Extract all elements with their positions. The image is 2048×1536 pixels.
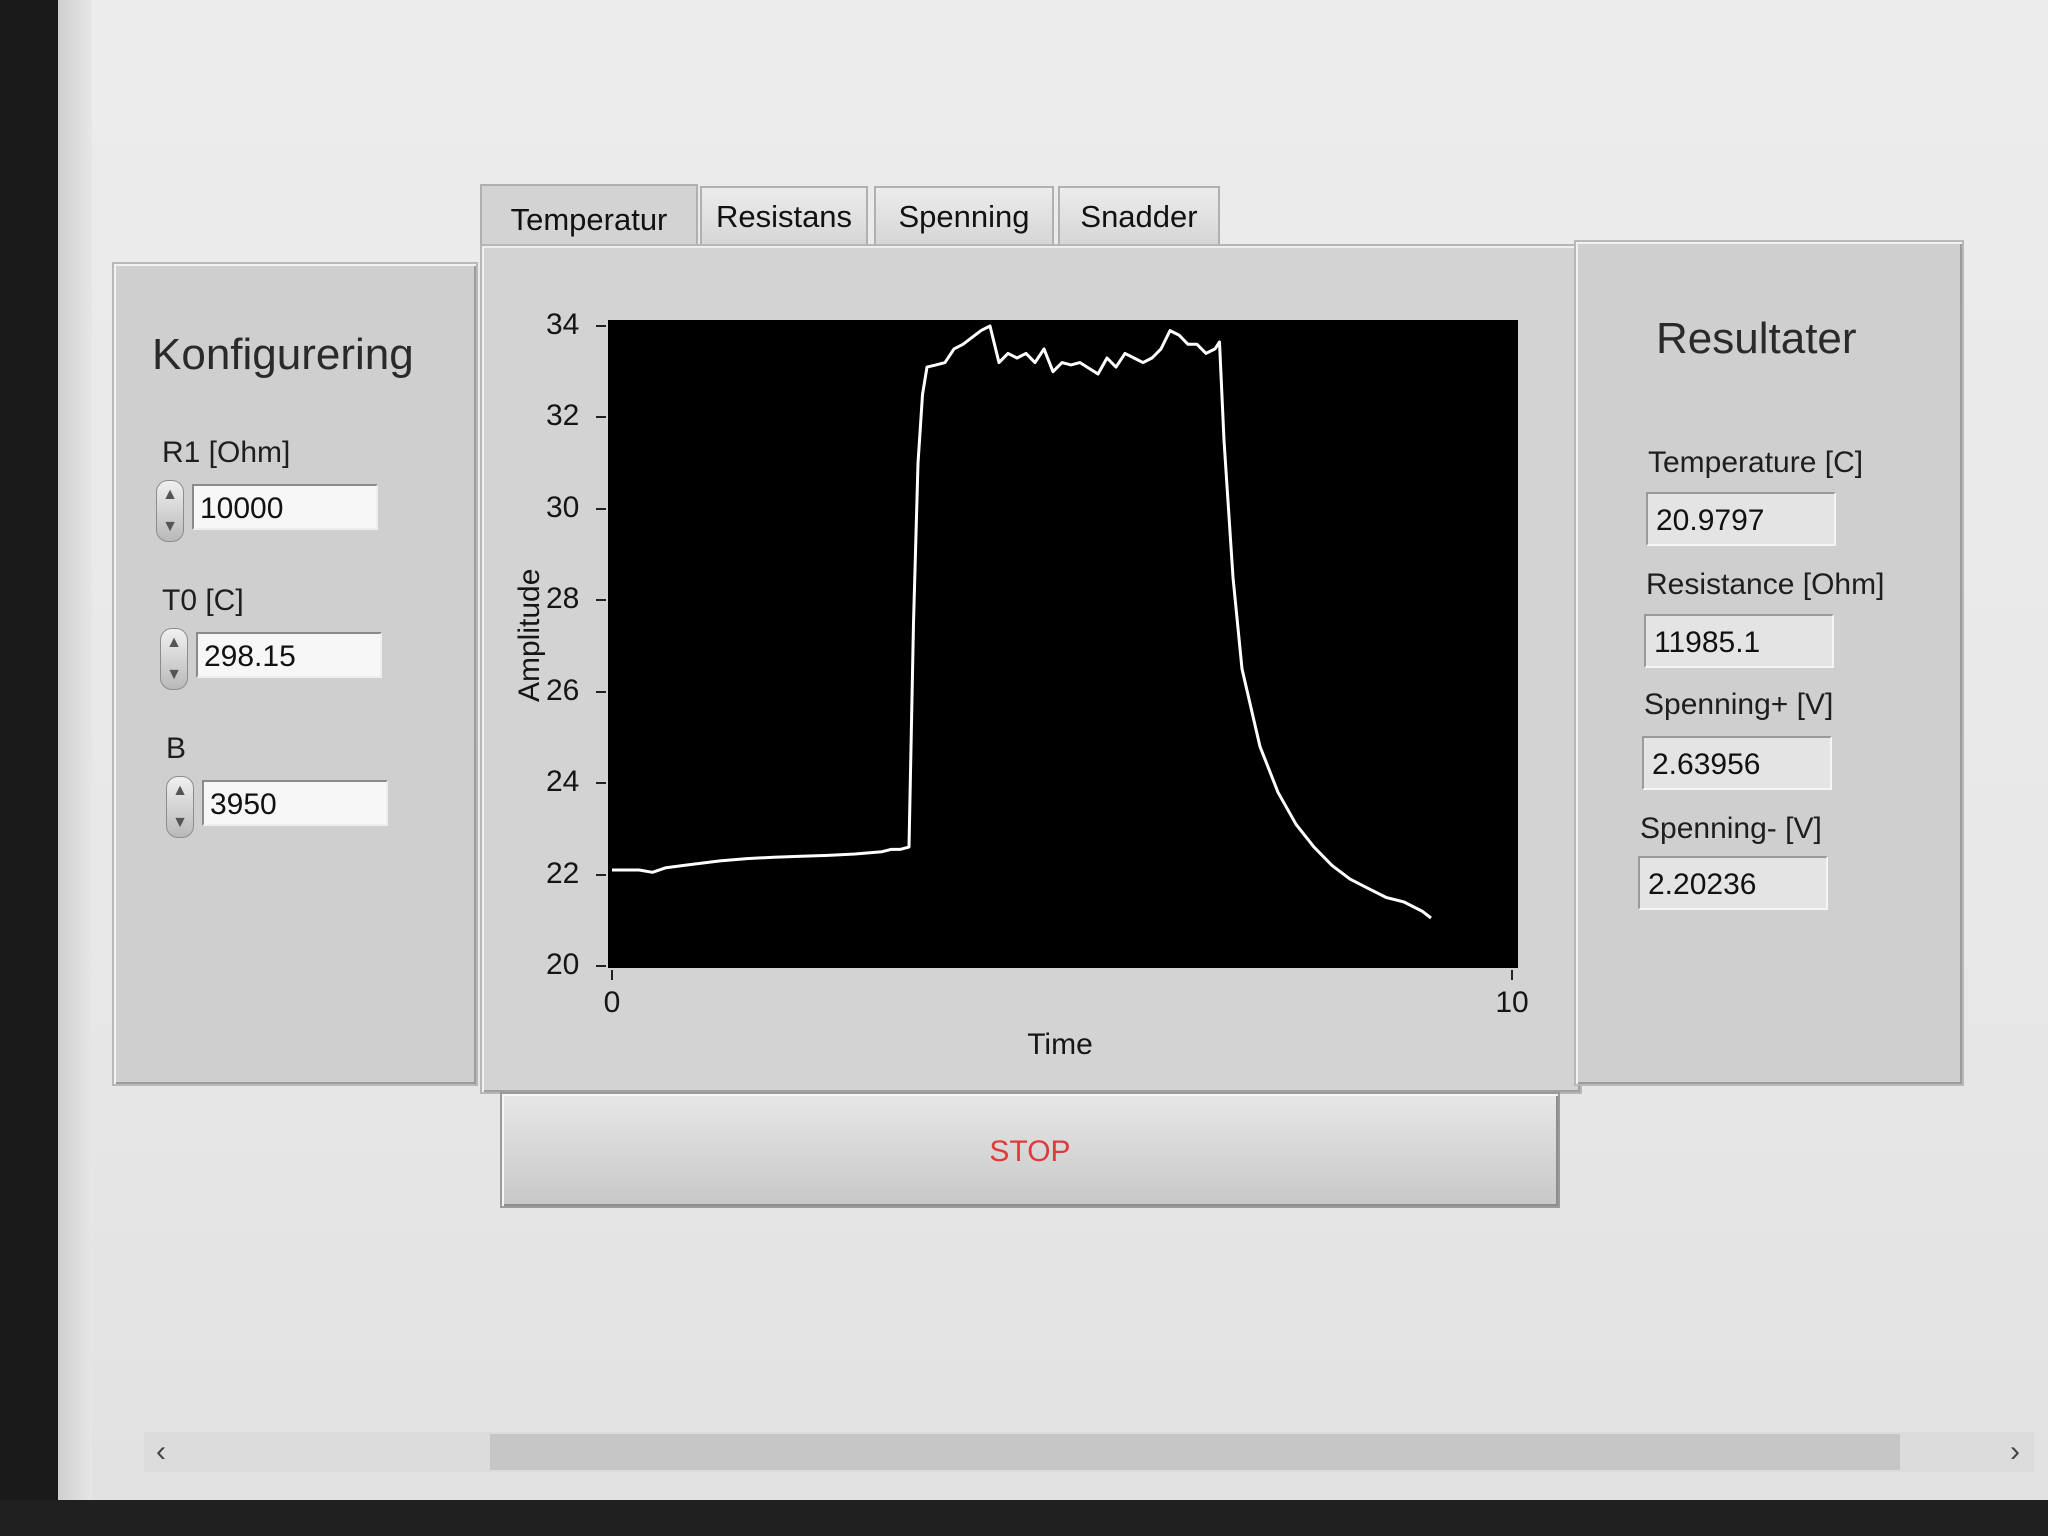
scrollbar-thumb[interactable]	[490, 1434, 1900, 1470]
spenning-minus-label: Spenning- [V]	[1640, 812, 1822, 845]
tab-resistans[interactable]: Resistans	[700, 186, 868, 244]
window-left-edge	[58, 0, 92, 1500]
r1-spinner[interactable]: ▲ ▼	[156, 480, 184, 542]
x-tick-label: 0	[603, 986, 621, 1019]
temperature-label: Temperature [C]	[1648, 446, 1864, 479]
horizontal-scrollbar[interactable]: ‹ ›	[144, 1432, 2034, 1472]
spenning-plus-label: Spenning+ [V]	[1644, 688, 1834, 721]
y-tick-mark	[596, 416, 606, 419]
waveform-chart-plot	[608, 320, 1518, 968]
x-axis-label: Time	[1027, 1028, 1093, 1061]
t0-spinner[interactable]: ▲ ▼	[160, 628, 188, 690]
r1-input[interactable]: 10000	[192, 484, 378, 530]
chart-svg	[612, 324, 1432, 920]
tab-snadder[interactable]: Snadder	[1058, 186, 1220, 244]
temperature-indicator: 20.9797	[1646, 492, 1836, 546]
stop-button[interactable]: STOP	[500, 1092, 1560, 1208]
y-tick-mark	[596, 599, 606, 602]
spenning-minus-indicator: 2.20236	[1638, 856, 1828, 910]
y-tick-label: 32	[546, 399, 580, 433]
x-tick-mark	[1511, 970, 1513, 980]
b-input[interactable]: 3950	[202, 780, 388, 826]
y-tick-label: 30	[546, 490, 580, 524]
t0-label: T0 [C]	[162, 584, 244, 617]
b-spinner[interactable]: ▲ ▼	[166, 776, 194, 838]
tab-spenning[interactable]: Spenning	[874, 186, 1054, 244]
y-tick-label: 26	[546, 673, 580, 707]
r1-label: R1 [Ohm]	[162, 436, 291, 469]
b-label: B	[166, 732, 187, 765]
y-tick-label: 24	[546, 765, 580, 799]
y-tick-mark	[596, 690, 606, 693]
x-tick-mark	[611, 970, 613, 980]
y-tick-label: 28	[546, 582, 580, 616]
results-title: Resultater	[1656, 314, 1857, 363]
scroll-right-arrow-icon[interactable]: ›	[2010, 1435, 2020, 1468]
y-tick-mark	[596, 965, 606, 967]
resistance-indicator: 11985.1	[1644, 614, 1834, 668]
y-tick-mark	[596, 782, 606, 785]
resistance-label: Resistance [Ohm]	[1646, 568, 1885, 601]
series-line-0	[612, 324, 1432, 920]
scroll-left-arrow-icon[interactable]: ‹	[156, 1435, 166, 1468]
y-axis-label: Amplitude	[513, 568, 546, 702]
y-tick-label: 20	[546, 948, 580, 981]
y-tick-mark	[596, 507, 606, 510]
taskbar	[0, 1500, 2048, 1536]
config-title: Konfigurering	[152, 330, 414, 379]
y-tick-label: 22	[546, 856, 580, 890]
y-tick-mark	[596, 325, 606, 327]
spenning-plus-indicator: 2.63956	[1642, 736, 1832, 790]
x-tick-label: 10	[1495, 986, 1529, 1019]
t0-input[interactable]: 298.15	[196, 632, 382, 678]
y-tick-label: 34	[546, 308, 580, 341]
y-tick-mark	[596, 873, 606, 876]
